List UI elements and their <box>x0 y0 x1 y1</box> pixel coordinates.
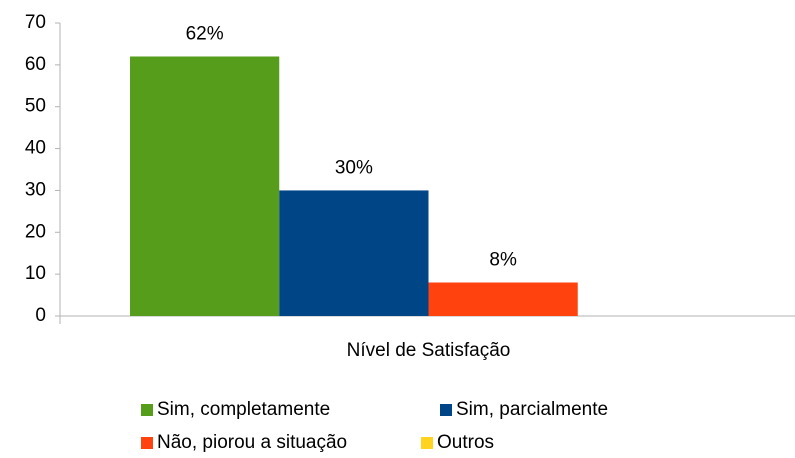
y-tick-label: 60 <box>25 54 46 75</box>
data-label: 62% <box>186 24 224 45</box>
legend-label: Não, piorou a situação <box>157 432 347 453</box>
data-label: 30% <box>335 157 373 178</box>
y-tick-label: 70 <box>25 12 46 33</box>
legend-label: Sim, completamente <box>157 399 330 420</box>
x-tick-label: Nível de Satisfação <box>347 340 511 361</box>
bar <box>428 282 578 316</box>
legend-swatch <box>440 404 452 416</box>
y-tick-label: 0 <box>35 305 46 326</box>
y-tick-label: 20 <box>25 221 46 242</box>
data-label: 8% <box>489 250 517 271</box>
bar <box>130 56 280 316</box>
y-tick-label: 10 <box>25 263 46 284</box>
legend-label: Outros <box>437 432 494 453</box>
legend-swatch <box>421 437 433 449</box>
legend-swatch <box>141 437 153 449</box>
legend-swatch <box>141 404 153 416</box>
y-tick-label: 50 <box>25 96 46 117</box>
y-tick-label: 40 <box>25 138 46 159</box>
bar <box>279 190 429 316</box>
y-tick-label: 30 <box>25 179 46 200</box>
legend-label: Sim, parcialmente <box>456 399 608 420</box>
